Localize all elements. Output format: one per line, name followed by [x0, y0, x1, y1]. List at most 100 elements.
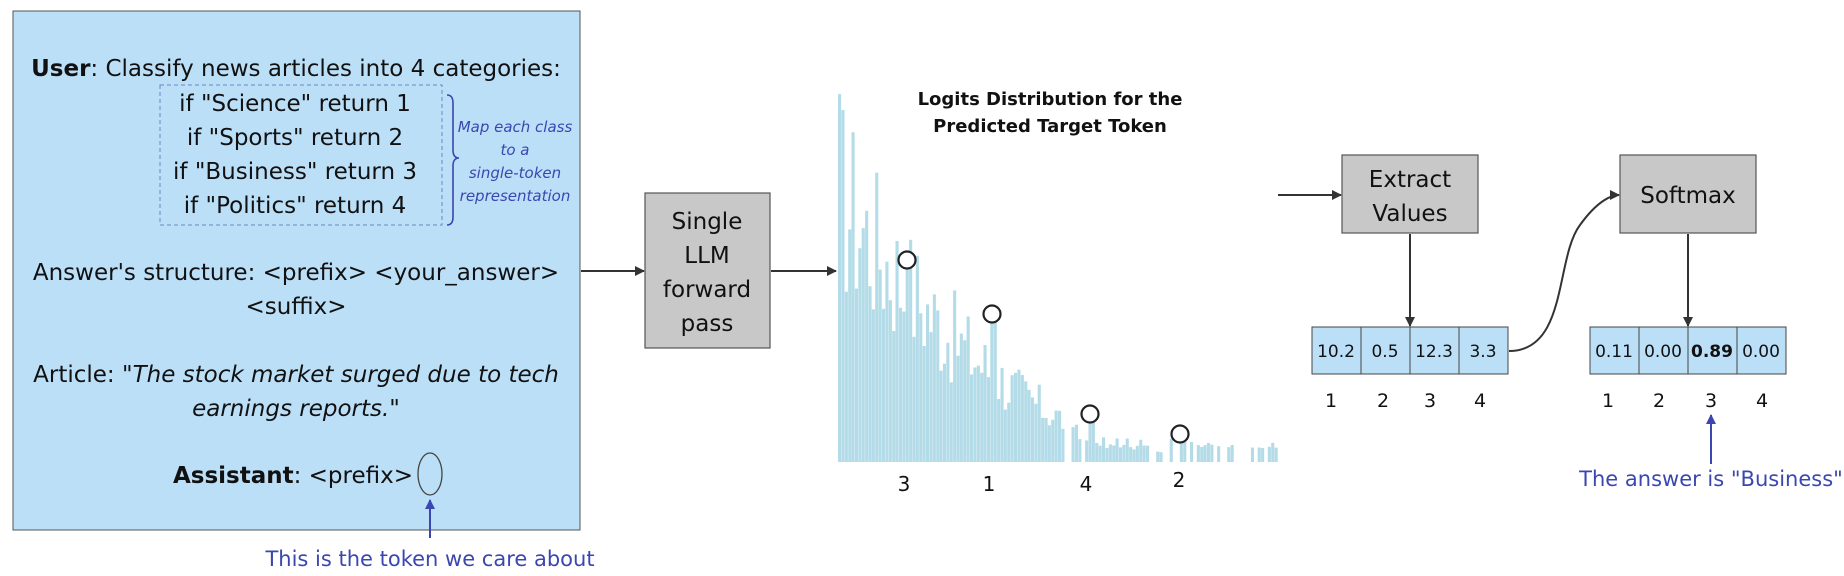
curly-brace-icon	[446, 94, 460, 226]
class-4-marker	[1080, 404, 1100, 424]
logit-bar	[1206, 443, 1211, 462]
logit-bar	[898, 307, 903, 462]
logit-value: 10.2	[1317, 342, 1355, 362]
chart-title-line2: Predicted Target Token	[933, 116, 1167, 137]
logit-bar	[1230, 445, 1234, 462]
logit-bar	[1146, 445, 1150, 462]
logit-bar	[1115, 438, 1119, 462]
probability-index: 2	[1653, 390, 1665, 412]
marker-label: 3	[898, 472, 911, 496]
logit-bar	[1010, 375, 1014, 462]
logit-bar	[844, 291, 848, 462]
logit-bar	[1091, 417, 1095, 462]
rules-box	[159, 84, 443, 226]
logit-bar	[1271, 442, 1275, 462]
logit-bar	[1007, 402, 1011, 462]
logit-bar	[932, 294, 936, 462]
logit-value: 3.3	[1469, 342, 1496, 362]
llm-box-line: pass	[681, 311, 734, 337]
brace-note-line: to a	[500, 141, 529, 159]
logit-bar	[1108, 444, 1112, 462]
logit-bar	[861, 228, 865, 462]
logit-bars	[838, 94, 1278, 463]
logit-bar	[1061, 428, 1065, 462]
logit-bar	[986, 377, 991, 462]
logit-bar	[1190, 441, 1194, 462]
logit-bar	[959, 333, 963, 462]
logit-bar	[1034, 403, 1038, 462]
rule-sports: if "Sports" return 2	[187, 125, 403, 151]
logit-bar	[1044, 418, 1048, 462]
logit-bar	[1027, 389, 1031, 462]
logit-bar	[1261, 448, 1265, 462]
rule-politics: if "Politics" return 4	[184, 193, 406, 219]
logit-bar	[1217, 446, 1221, 462]
logit-bar	[1257, 447, 1261, 462]
article-line1: Article: "The stock market surged due to…	[33, 362, 559, 388]
logit-bar	[875, 172, 879, 462]
logit-bar	[858, 248, 862, 462]
logit-bar	[1159, 452, 1163, 462]
logit-bar	[882, 308, 886, 462]
logit-index: 1	[1325, 390, 1337, 412]
marker-label: 4	[1080, 472, 1093, 496]
logit-bar	[973, 367, 977, 462]
logit-bar	[956, 355, 960, 462]
logit-bar	[936, 310, 940, 462]
logit-bar	[1122, 444, 1126, 462]
marker-label: 1	[983, 472, 996, 496]
logit-bar	[1200, 446, 1204, 462]
marker-label: 2	[1173, 468, 1186, 492]
logit-bar	[1267, 446, 1271, 462]
logit-bar	[909, 239, 913, 462]
token-note: This is the token we care about	[264, 547, 594, 571]
logit-bar	[1054, 410, 1058, 462]
logit-bar	[1047, 425, 1051, 462]
logit-index: 3	[1424, 390, 1436, 412]
class-2-marker	[1170, 424, 1190, 444]
softmax-box: Softmax	[1619, 154, 1757, 234]
probability-row: 0.11 0.00 0.89 0.00 1 2 3 4	[1589, 326, 1787, 412]
answer-structure-line1: Answer's structure: <prefix> <your_answe…	[33, 260, 559, 286]
extract-box-line: Extract	[1369, 167, 1451, 193]
logit-bar	[838, 94, 842, 462]
logit-bar	[926, 304, 930, 462]
logit-bar	[868, 286, 872, 462]
logit-bar	[854, 288, 859, 462]
logit-bar	[939, 370, 943, 462]
logit-bar	[915, 255, 919, 462]
logit-bar	[851, 132, 855, 463]
logit-bar	[1014, 372, 1018, 462]
target-token-slot	[417, 452, 443, 496]
logit-bar	[888, 300, 892, 462]
logit-bar	[970, 374, 974, 462]
probability-value-max: 0.89	[1691, 342, 1733, 362]
rule-business: if "Business" return 3	[173, 159, 417, 185]
logit-bar	[1112, 445, 1116, 462]
logit-bar	[1183, 434, 1187, 462]
logit-bar	[929, 332, 933, 462]
logit-bar	[1196, 445, 1200, 462]
extract-box-line: Values	[1372, 201, 1447, 227]
class-3-marker	[897, 250, 917, 270]
logit-bar	[966, 316, 970, 462]
extract-values-box: Extract Values	[1341, 154, 1479, 234]
softmax-label: Softmax	[1640, 183, 1736, 209]
probability-index: 1	[1602, 390, 1614, 412]
logit-value: 12.3	[1415, 342, 1453, 362]
logit-bar	[1098, 445, 1102, 462]
logit-index: 2	[1377, 390, 1389, 412]
logit-bar	[946, 342, 950, 462]
logit-bar	[1102, 437, 1106, 462]
probability-index: 3	[1705, 390, 1717, 412]
logit-bar	[892, 331, 896, 462]
logit-bar	[1179, 434, 1183, 462]
logit-bar	[949, 382, 953, 462]
logit-bar	[1003, 409, 1007, 462]
logit-bar	[1078, 439, 1082, 462]
logit-value: 0.5	[1371, 342, 1398, 362]
logit-bar	[1250, 447, 1255, 462]
logit-bar	[1017, 369, 1021, 462]
logit-bar	[990, 317, 994, 462]
